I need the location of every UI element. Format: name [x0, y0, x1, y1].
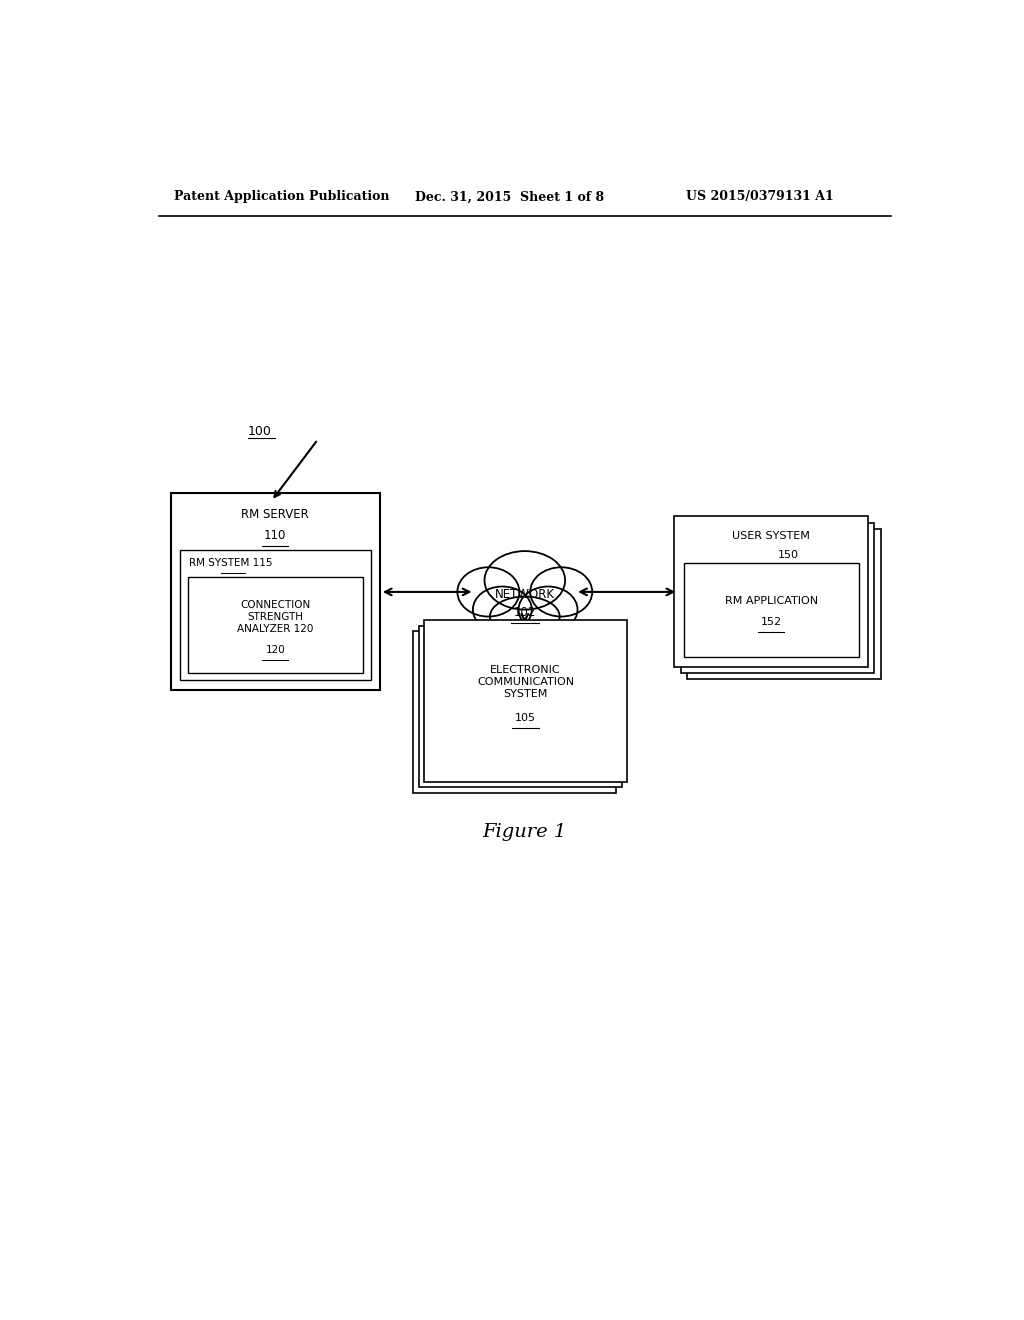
Text: 110: 110	[264, 529, 287, 543]
Text: RM SYSTEM 115: RM SYSTEM 115	[189, 558, 272, 569]
FancyBboxPatch shape	[684, 562, 859, 657]
Text: Figure 1: Figure 1	[482, 824, 567, 841]
Text: NETWORK: NETWORK	[495, 589, 555, 602]
Ellipse shape	[458, 568, 519, 616]
Ellipse shape	[530, 568, 592, 616]
Text: ELECTRONIC
COMMUNICATION
SYSTEM: ELECTRONIC COMMUNICATION SYSTEM	[477, 665, 574, 698]
FancyBboxPatch shape	[180, 549, 371, 681]
Text: CONNECTION
STRENGTH
ANALYZER 120: CONNECTION STRENGTH ANALYZER 120	[238, 601, 313, 634]
FancyBboxPatch shape	[171, 494, 380, 689]
Ellipse shape	[518, 586, 578, 632]
FancyBboxPatch shape	[424, 620, 627, 781]
Text: 150: 150	[778, 550, 799, 560]
FancyBboxPatch shape	[187, 577, 362, 673]
Text: Patent Application Publication: Patent Application Publication	[174, 190, 390, 203]
Text: RM APPLICATION: RM APPLICATION	[725, 595, 818, 606]
Text: 120: 120	[265, 644, 285, 655]
Text: Dec. 31, 2015  Sheet 1 of 8: Dec. 31, 2015 Sheet 1 of 8	[415, 190, 604, 203]
FancyBboxPatch shape	[414, 631, 616, 793]
Text: RM SERVER: RM SERVER	[242, 508, 309, 521]
Text: 152: 152	[761, 618, 781, 627]
Text: US 2015/0379131 A1: US 2015/0379131 A1	[686, 190, 834, 203]
FancyBboxPatch shape	[675, 516, 868, 667]
Ellipse shape	[473, 586, 531, 632]
FancyBboxPatch shape	[687, 529, 881, 678]
Text: 105: 105	[515, 713, 537, 723]
Ellipse shape	[489, 597, 560, 636]
Text: 100: 100	[248, 425, 272, 438]
Text: USER SYSTEM: USER SYSTEM	[732, 531, 810, 541]
FancyBboxPatch shape	[419, 626, 622, 788]
Ellipse shape	[484, 552, 565, 610]
Text: 102: 102	[514, 606, 536, 619]
FancyBboxPatch shape	[681, 523, 874, 673]
